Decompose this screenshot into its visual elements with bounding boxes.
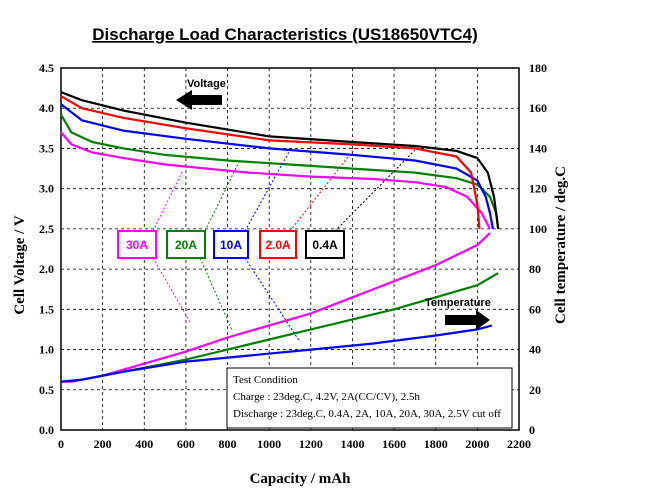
series-20a-temperature <box>60 272 499 383</box>
x-tick-label: 2200 <box>507 437 531 451</box>
y-tick-label: 2.5 <box>39 222 54 236</box>
legend: 30A 20A 10A 2.0A 0.4A <box>117 230 345 259</box>
y-tick-label: 0.0 <box>39 423 54 437</box>
y2-ticks: 0 20 40 60 80 100 120 140 160 180 <box>529 61 547 437</box>
temperature-arrow-icon <box>445 310 490 330</box>
legend-box-2a <box>259 230 297 259</box>
y2-tick-label: 140 <box>529 141 547 155</box>
y-tick-label: 2.0 <box>39 262 54 276</box>
x-tick-label: 1200 <box>299 437 323 451</box>
series-04a-voltage <box>60 91 500 230</box>
legend-box-30a <box>117 230 157 259</box>
pointer-10a-temp <box>244 257 301 343</box>
y2-tick-label: 0 <box>529 423 535 437</box>
test-condition-heading: Test Condition <box>233 374 298 386</box>
y-tick-label: 1.5 <box>39 302 54 316</box>
pointer-20a-voltage <box>204 159 241 232</box>
test-condition-discharge: Discharge : 23deg.C, 0.4A, 2A, 10A, 20A,… <box>233 408 501 420</box>
series-20a-voltage <box>60 114 500 230</box>
y2-tick-label: 80 <box>529 262 541 276</box>
voltage-arrow-icon <box>176 90 222 110</box>
y2-tick-label: 160 <box>529 101 547 115</box>
legend-label-10a: 10A <box>220 238 242 252</box>
x-ticks: 0 200 400 600 800 1000 1200 1400 1600 1800 2000 220… <box>58 437 531 451</box>
series-10a-temperature <box>60 324 493 383</box>
pointer-20a-temp <box>199 257 233 331</box>
chart-title: Discharge Load Characteristics (US18650V… <box>92 25 478 44</box>
x-axis-label: Capacity / mAh <box>250 471 351 487</box>
x-tick-label: 1800 <box>424 437 448 451</box>
legend-box-04a <box>305 230 345 259</box>
x-tick-label: 0 <box>58 437 64 451</box>
y-tick-label: 4.0 <box>39 101 54 115</box>
y-tick-label: 3.5 <box>39 141 54 155</box>
pointer-04a-voltage <box>334 149 416 232</box>
plot-frame <box>60 67 520 431</box>
pointer-10a-voltage <box>244 149 291 232</box>
x-tick-label: 400 <box>135 437 153 451</box>
temperature-annotation: Temperature <box>425 297 491 309</box>
x-tick-label: 600 <box>177 437 195 451</box>
y2-tick-label: 60 <box>529 302 541 316</box>
test-condition-charge: Charge : 23deg.C, 4.2V, 2A(CC/CV), 2.5h <box>233 391 420 403</box>
series-20a-voltage <box>60 95 481 229</box>
y-axis-label: Cell Voltage / V <box>12 215 28 314</box>
legend-pointers <box>152 147 416 343</box>
test-condition-box: Test Condition Charge : 23deg.C, 4.2V, 2… <box>226 367 513 429</box>
legend-label-20a: 20A <box>175 238 197 252</box>
series-lines <box>60 91 500 383</box>
y2-tick-label: 40 <box>529 343 541 357</box>
pointer-2a-voltage <box>289 147 356 232</box>
y2-tick-label: 100 <box>529 222 547 236</box>
y-tick-label: 4.5 <box>39 61 54 75</box>
y2-tick-label: 20 <box>529 383 541 397</box>
x-tick-label: 1600 <box>382 437 406 451</box>
series-10a-voltage <box>60 103 495 230</box>
x-tick-label: 200 <box>94 437 112 451</box>
x-tick-label: 2000 <box>465 437 489 451</box>
voltage-annotation: Voltage <box>187 78 226 90</box>
legend-box-10a <box>213 230 249 259</box>
y-tick-label: 0.5 <box>39 383 54 397</box>
x-tick-label: 1000 <box>257 437 281 451</box>
pointer-30a-temp <box>152 257 191 323</box>
y2-tick-label: 180 <box>529 61 547 75</box>
y2-tick-label: 120 <box>529 182 547 196</box>
x-tick-label: 1400 <box>340 437 364 451</box>
series-30a-voltage <box>60 131 491 230</box>
x-tick-label: 800 <box>219 437 237 451</box>
legend-label-30a: 30A <box>126 238 148 252</box>
y2-axis-label: Cell temperature / deg.C <box>553 166 569 324</box>
legend-label-04a: 0.4A <box>312 238 338 252</box>
y-tick-label: 1.0 <box>39 343 54 357</box>
legend-box-20a <box>166 230 206 259</box>
test-condition-frame <box>226 367 513 429</box>
pointer-30a-voltage <box>152 169 184 232</box>
y-tick-label: 3.0 <box>39 182 54 196</box>
y-ticks: 0.0 0.5 1.0 1.5 2.0 2.5 3.0 3.5 4.0 4.5 <box>39 61 54 437</box>
legend-label-2a: 2.0A <box>265 238 291 252</box>
